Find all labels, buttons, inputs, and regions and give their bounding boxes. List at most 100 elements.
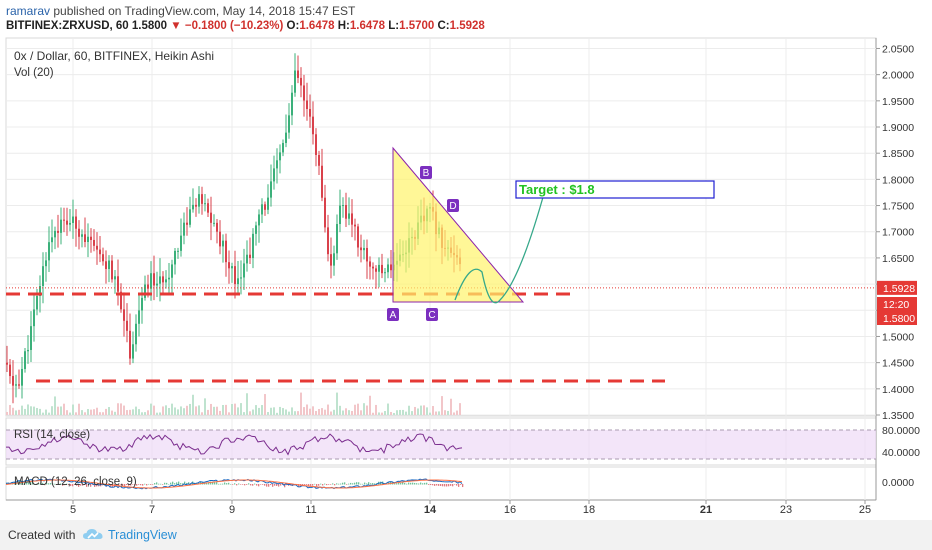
volume-bar <box>174 407 176 415</box>
volume-bar <box>144 412 146 415</box>
volume-bar <box>102 412 104 415</box>
pattern-point-label: D <box>449 201 456 212</box>
volume-bar <box>312 406 314 415</box>
macd-histogram-bar <box>70 484 72 487</box>
candle-body <box>165 279 167 283</box>
volume-bar <box>123 405 125 415</box>
volume-bar <box>33 406 35 415</box>
macd-histogram-bar <box>226 483 228 485</box>
macd-histogram-bar <box>210 481 212 485</box>
candle-body <box>24 351 26 369</box>
macd-histogram-bar <box>452 484 454 487</box>
macd-histogram-bar <box>306 484 308 485</box>
candle-body <box>120 291 122 310</box>
volume-bar <box>93 409 95 415</box>
macd-histogram-bar <box>68 484 70 486</box>
macd-histogram-bar <box>462 484 464 488</box>
volume-bar <box>63 403 65 415</box>
candle-body <box>219 231 221 247</box>
volume-bar <box>168 407 170 415</box>
candle-body <box>309 109 311 117</box>
candle-body <box>204 203 206 205</box>
volume-bar <box>99 412 101 415</box>
macd-histogram-bar <box>268 484 270 487</box>
macd-histogram-bar <box>174 483 176 485</box>
macd-histogram-bar <box>120 484 122 485</box>
macd-histogram-bar <box>140 484 142 486</box>
macd-histogram-bar <box>430 484 432 486</box>
macd-histogram-bar <box>434 484 436 486</box>
candle-body <box>195 204 197 207</box>
date-tick-label: 9 <box>229 504 235 516</box>
macd-histogram-bar <box>126 484 128 486</box>
volume-bar <box>396 410 398 415</box>
macd-histogram-bar <box>246 484 248 485</box>
candle-body <box>150 273 152 289</box>
macd-histogram-bar <box>394 483 396 485</box>
price-tick-label: 1.6500 <box>882 253 914 265</box>
volume-bar <box>333 409 335 415</box>
candle-body <box>177 250 179 252</box>
macd-histogram-bar <box>52 483 54 485</box>
volume-bar <box>327 404 329 415</box>
candle-body <box>237 278 239 285</box>
macd-histogram-bar <box>96 484 98 487</box>
volume-bar <box>219 410 221 415</box>
candle-body <box>48 242 50 261</box>
date-tick-label: 14 <box>424 504 437 516</box>
volume-bar <box>240 403 242 415</box>
macd-histogram-bar <box>308 484 310 487</box>
volume-bars <box>6 392 461 415</box>
macd-histogram-bar <box>324 483 326 485</box>
volume-bar <box>183 408 185 415</box>
price-tick-label: 1.9000 <box>882 122 914 134</box>
macd-histogram-bar <box>282 484 284 485</box>
volume-bar <box>456 410 458 415</box>
macd-histogram-bar <box>368 482 370 485</box>
candle-body <box>339 205 341 225</box>
macd-histogram-bar <box>320 483 322 485</box>
macd-histogram-bar <box>182 483 184 485</box>
candle-body <box>258 214 260 226</box>
candle-body <box>54 230 56 238</box>
price-tick-label: 2.0500 <box>882 43 914 55</box>
price-change: −0.1800 (−10.23%) <box>184 20 284 32</box>
candle-body <box>87 236 89 243</box>
candle-body <box>210 212 212 223</box>
candle-body <box>288 115 290 133</box>
volume-bar <box>9 404 11 415</box>
tradingview-brand-link[interactable]: TradingView <box>108 528 177 542</box>
candle-body <box>78 228 80 237</box>
volume-bar <box>42 412 44 415</box>
macd-histogram-bar <box>304 484 306 485</box>
macd-histogram-bar <box>128 484 130 486</box>
volume-bar <box>285 409 287 415</box>
candle-body <box>174 250 176 265</box>
volume-bar <box>150 403 152 415</box>
macd-histogram-bar <box>360 483 362 485</box>
macd-histogram-bar <box>152 484 154 485</box>
candle-body <box>255 225 257 234</box>
chart-canvas[interactable]: Target : $1.8 A B C D 2.0500 2.0000 1.9500 1.90… <box>0 0 932 520</box>
price-badge-label: 1.5800 <box>883 313 915 325</box>
macd-histogram-bar <box>28 482 30 485</box>
macd-histogram-bar <box>60 483 62 485</box>
macd-histogram-bar <box>442 484 444 487</box>
macd-histogram-bar <box>154 483 156 485</box>
candle-body <box>129 330 131 359</box>
candle-body <box>105 261 107 270</box>
author-link[interactable]: ramarav <box>6 4 51 18</box>
candle-body <box>93 239 95 246</box>
macd-histogram-bar <box>124 484 126 487</box>
macd-histogram-bar <box>314 483 316 485</box>
candle-body <box>348 213 350 219</box>
volume-bar <box>96 407 98 415</box>
candle-body <box>390 264 392 271</box>
macd-histogram-bar <box>188 482 190 485</box>
volume-bar <box>408 405 410 415</box>
candle-body <box>333 253 335 266</box>
volume-bar <box>453 412 455 415</box>
macd-histogram-bar <box>348 483 350 485</box>
macd-histogram-bar <box>236 484 238 486</box>
volume-bar <box>306 404 308 415</box>
